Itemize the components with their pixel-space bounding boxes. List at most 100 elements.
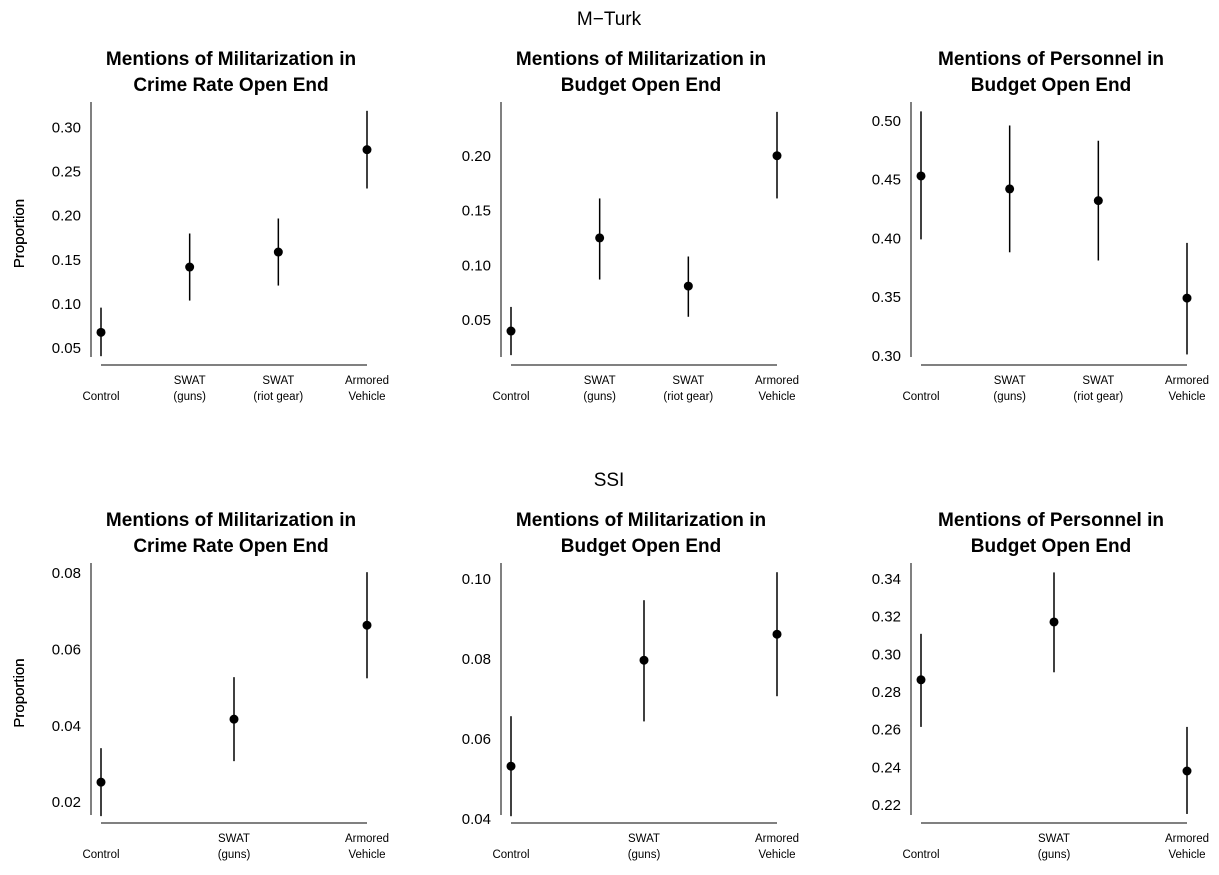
y-tick-label: 0.15 [462,203,491,220]
x-tick-label: Control [82,391,119,403]
point [185,262,195,272]
x-tick-label: (guns) [628,849,661,861]
chart-title: Mentions of Militarization in [106,510,356,531]
y-tick-label: 0.05 [52,340,81,357]
x-tick-label: Vehicle [1168,391,1205,403]
point [229,714,239,724]
x-tick-label: (guns) [173,391,206,403]
y-tick-label: 0.22 [872,797,901,814]
chart-title: Mentions of Militarization in [516,510,766,531]
point [1182,766,1192,776]
y-tick-label: 0.02 [52,794,81,811]
chart-title: Budget Open End [561,536,721,557]
chart-title: Mentions of Militarization in [516,49,766,70]
y-axis-label: Proportion [11,658,28,727]
y-tick-label: 0.10 [52,296,81,313]
x-tick-label: Armored [345,833,389,845]
chart-title: Crime Rate Open End [133,536,328,557]
point [1049,617,1059,627]
point [683,281,693,291]
y-axis-label: Proportion [11,658,28,727]
point [506,326,516,336]
y-tick-label: 0.34 [872,571,901,588]
y-axis-label: Proportion [11,199,28,268]
y-tick-label: 0.35 [872,289,901,306]
y-tick-label: 0.30 [52,119,81,136]
y-axis-label: Proportion [11,199,28,268]
point [1093,196,1103,206]
point [916,675,926,685]
y-tick-label: 0.15 [52,252,81,269]
x-tick-label: (guns) [218,849,251,861]
x-tick-label: Vehicle [348,849,385,861]
point [595,233,605,243]
y-tick-label: 0.24 [872,759,901,776]
x-tick-label: SWAT [672,375,704,387]
chart-title: Mentions of Personnel in [938,49,1164,70]
x-tick-label: (guns) [993,391,1026,403]
y-axis-label: Proportion [11,658,28,727]
y-tick-label: 0.04 [462,811,491,828]
x-tick-label: SWAT [628,833,660,845]
x-tick-label: Control [902,849,939,861]
x-tick-label: Vehicle [1168,849,1205,861]
x-tick-label: Control [82,849,119,861]
x-tick-label: Vehicle [758,849,795,861]
chart-title: Mentions of Personnel in [938,510,1164,531]
y-tick-label: 0.50 [872,113,901,130]
chart-title: Crime Rate Open End [133,75,328,96]
section-title: M−Turk [577,9,642,30]
y-tick-label: 0.08 [52,565,81,582]
point [772,629,782,639]
y-tick-label: 0.20 [462,148,491,165]
x-tick-label: Control [902,391,939,403]
point [96,327,106,337]
y-tick-label: 0.04 [52,718,81,735]
x-tick-label: SWAT [218,833,250,845]
point [639,655,649,665]
y-tick-label: 0.45 [872,172,901,189]
x-tick-label: SWAT [174,375,206,387]
point [916,171,926,181]
x-tick-label: Vehicle [348,391,385,403]
x-tick-label: Control [492,849,529,861]
x-tick-label: Armored [755,833,799,845]
point [772,151,782,161]
x-tick-label: (guns) [583,391,616,403]
x-tick-label: (riot gear) [253,391,303,403]
y-tick-label: 0.20 [52,208,81,225]
point [1005,184,1015,194]
x-tick-label: (riot gear) [663,391,713,403]
y-tick-label: 0.10 [462,571,491,588]
y-tick-label: 0.10 [462,257,491,274]
chart-title: Budget Open End [561,75,721,96]
y-tick-label: 0.25 [52,164,81,181]
chart-title: Budget Open End [971,75,1131,96]
y-tick-label: 0.40 [872,230,901,247]
x-tick-label: Armored [755,375,799,387]
point [273,247,283,257]
x-tick-label: SWAT [262,375,294,387]
y-tick-label: 0.08 [462,651,491,668]
x-tick-label: Armored [345,375,389,387]
y-tick-label: 0.26 [872,722,901,739]
section-title: SSI [594,470,625,491]
point [1182,293,1192,303]
x-tick-label: SWAT [994,375,1026,387]
y-tick-label: 0.06 [52,641,81,658]
y-tick-label: 0.06 [462,731,491,748]
x-tick-label: Armored [1165,833,1209,845]
y-tick-label: 0.32 [872,609,901,626]
chart-title: Budget Open End [971,536,1131,557]
x-tick-label: SWAT [584,375,616,387]
x-tick-label: (guns) [1038,849,1071,861]
point [362,145,372,155]
y-axis-label: Proportion [11,199,28,268]
x-tick-label: Vehicle [758,391,795,403]
y-tick-label: 0.28 [872,684,901,701]
point [362,620,372,630]
y-tick-label: 0.05 [462,312,491,329]
chart-title: Mentions of Militarization in [106,49,356,70]
